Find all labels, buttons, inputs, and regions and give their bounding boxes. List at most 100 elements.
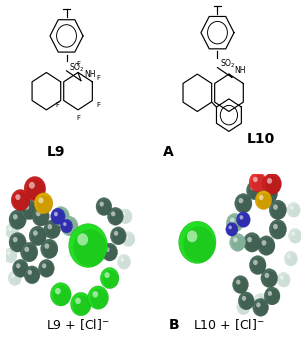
Circle shape	[249, 256, 266, 274]
Circle shape	[13, 259, 29, 277]
Circle shape	[77, 233, 88, 245]
Circle shape	[240, 294, 254, 309]
Circle shape	[277, 272, 290, 287]
Circle shape	[287, 203, 300, 217]
Circle shape	[235, 278, 248, 293]
Circle shape	[74, 229, 107, 267]
Circle shape	[238, 214, 250, 227]
Circle shape	[239, 215, 243, 220]
Circle shape	[41, 262, 54, 277]
Circle shape	[118, 255, 130, 269]
Circle shape	[54, 209, 69, 225]
Circle shape	[236, 279, 240, 285]
Circle shape	[32, 207, 49, 226]
Circle shape	[263, 271, 277, 287]
Circle shape	[62, 221, 72, 233]
Circle shape	[11, 274, 15, 278]
Circle shape	[230, 218, 235, 223]
Circle shape	[24, 176, 46, 201]
Circle shape	[31, 228, 46, 245]
Circle shape	[120, 258, 124, 262]
Text: NH: NH	[235, 66, 246, 75]
Text: L9 + [Cl]$^{-}$: L9 + [Cl]$^{-}$	[46, 317, 110, 332]
Circle shape	[228, 216, 243, 232]
Circle shape	[121, 211, 132, 223]
Circle shape	[233, 276, 248, 293]
Circle shape	[279, 274, 290, 287]
Circle shape	[240, 303, 243, 307]
Circle shape	[61, 216, 78, 236]
Circle shape	[259, 195, 263, 200]
Circle shape	[179, 221, 216, 264]
Circle shape	[228, 225, 232, 229]
Circle shape	[27, 180, 45, 200]
Circle shape	[24, 204, 29, 210]
Circle shape	[290, 230, 301, 243]
Circle shape	[26, 268, 40, 283]
Circle shape	[107, 207, 123, 225]
Circle shape	[230, 233, 246, 251]
Circle shape	[273, 204, 278, 210]
Circle shape	[251, 175, 266, 191]
Circle shape	[260, 238, 274, 255]
Circle shape	[44, 220, 60, 239]
Circle shape	[256, 295, 267, 308]
Circle shape	[11, 189, 30, 211]
Circle shape	[34, 209, 49, 225]
Circle shape	[56, 211, 61, 216]
Circle shape	[63, 219, 78, 235]
Circle shape	[4, 248, 17, 262]
Circle shape	[24, 246, 29, 252]
Circle shape	[114, 231, 118, 236]
Circle shape	[46, 222, 60, 238]
Circle shape	[249, 172, 266, 192]
Text: B: B	[169, 318, 180, 332]
Circle shape	[254, 293, 267, 308]
Circle shape	[6, 224, 18, 238]
Circle shape	[63, 222, 67, 226]
Text: L10: L10	[247, 133, 275, 147]
Circle shape	[257, 297, 261, 301]
Circle shape	[15, 262, 28, 277]
Circle shape	[261, 184, 278, 203]
Circle shape	[255, 301, 268, 316]
Circle shape	[256, 302, 261, 307]
Circle shape	[53, 286, 71, 305]
Circle shape	[41, 239, 58, 259]
Circle shape	[255, 191, 272, 209]
Circle shape	[45, 243, 49, 249]
Circle shape	[247, 181, 263, 200]
Circle shape	[37, 195, 52, 214]
Circle shape	[265, 188, 269, 193]
Circle shape	[8, 227, 12, 231]
Circle shape	[268, 291, 272, 296]
Circle shape	[111, 211, 115, 216]
Circle shape	[237, 196, 251, 212]
Circle shape	[51, 208, 65, 224]
Circle shape	[75, 298, 81, 304]
Circle shape	[284, 251, 297, 266]
Text: A: A	[163, 146, 174, 159]
Circle shape	[238, 292, 254, 310]
Circle shape	[263, 187, 277, 203]
Circle shape	[52, 207, 69, 226]
Circle shape	[7, 225, 18, 238]
Circle shape	[103, 270, 119, 288]
Circle shape	[265, 273, 269, 278]
Circle shape	[104, 272, 110, 278]
Circle shape	[60, 219, 72, 233]
Circle shape	[267, 178, 272, 184]
Circle shape	[92, 291, 98, 298]
Circle shape	[250, 185, 255, 190]
Circle shape	[291, 232, 295, 236]
Circle shape	[23, 203, 37, 219]
Circle shape	[23, 245, 37, 261]
Circle shape	[48, 224, 52, 229]
Circle shape	[52, 210, 65, 224]
Circle shape	[96, 198, 112, 216]
Circle shape	[243, 233, 261, 252]
Circle shape	[249, 183, 263, 199]
Circle shape	[29, 226, 46, 245]
Text: L9: L9	[47, 146, 66, 159]
Circle shape	[242, 296, 246, 301]
